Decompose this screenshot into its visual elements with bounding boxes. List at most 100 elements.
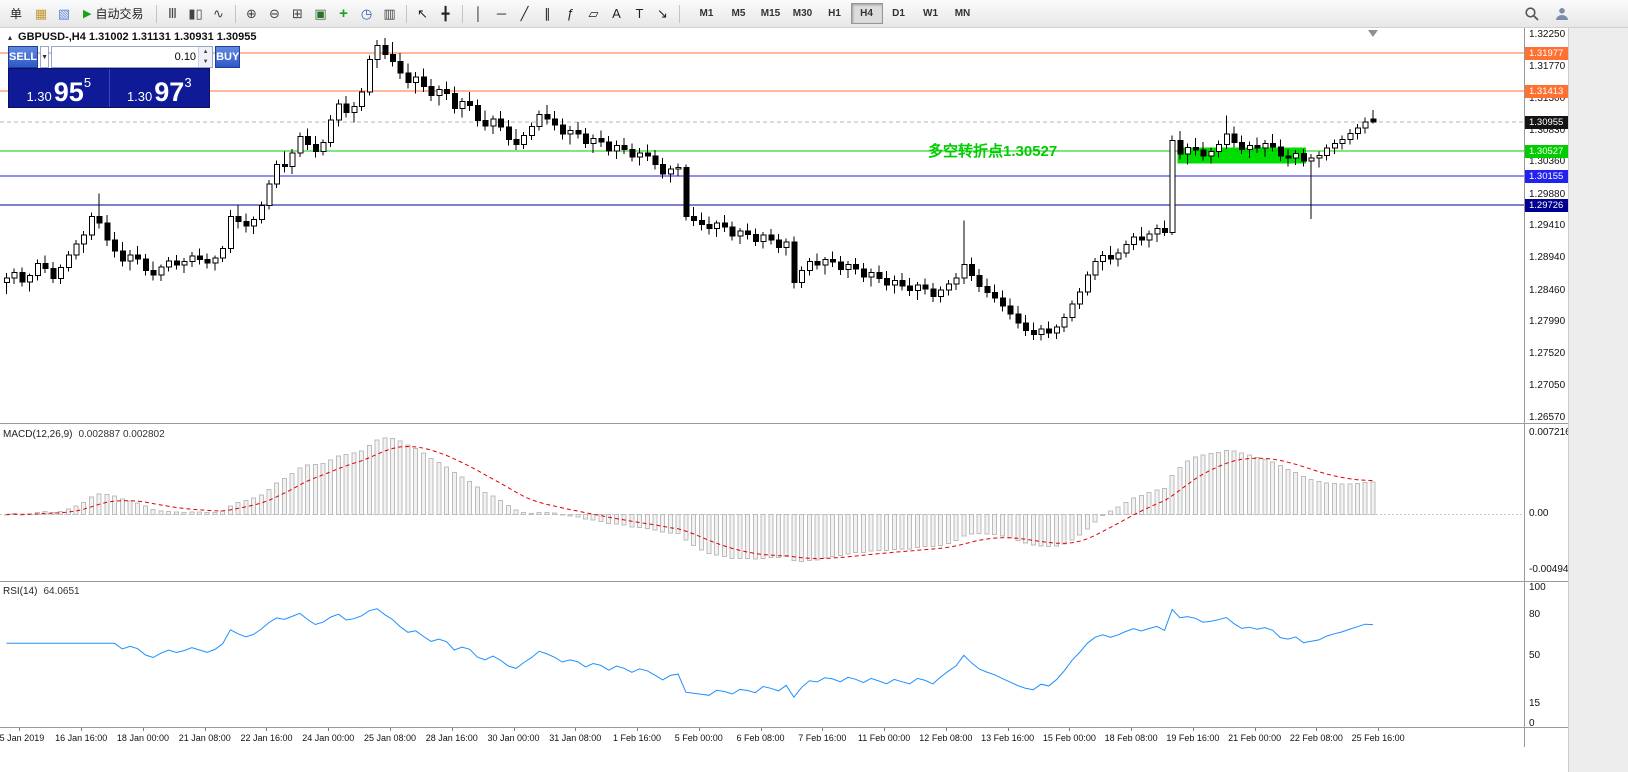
shapes-icon[interactable]: ▱ [588, 5, 599, 21]
sell-price[interactable]: 1.30 95 5 [9, 69, 110, 107]
timeframe-w1[interactable]: W1 [923, 8, 938, 19]
time-axis-tick [1192, 727, 1194, 731]
time-axis-label: 25 Feb 16:00 [1351, 733, 1405, 743]
charts-grid-icon[interactable]: ▦ [34, 5, 48, 21]
time-axis-label: 22 Feb 08:00 [1289, 733, 1343, 743]
timeframe-d1[interactable]: D1 [892, 8, 905, 19]
buy-price-pip: 3 [184, 75, 192, 90]
crosshair-icon[interactable]: ╋ [441, 5, 450, 21]
time-axis[interactable]: 15 Jan 2019 16 Jan 16:00 18 Jan 00:00 21 Ja… [0, 727, 1524, 747]
macd-axis-tick: 0.00 [1529, 508, 1549, 520]
rsi-axis-tick: 50 [1529, 650, 1541, 661]
fibonacci-icon[interactable]: ƒ [566, 6, 575, 21]
time-axis-tick [204, 727, 206, 731]
tile-windows-icon[interactable]: ⊞ [292, 5, 303, 21]
volume-spinner: ▲ ▼ [198, 47, 213, 67]
new-chart-icon[interactable]: ▣ [314, 5, 327, 21]
vertical-line-icon[interactable]: │ [474, 6, 483, 21]
time-axis-tick [451, 727, 453, 731]
sell-price-main: 95 [53, 76, 84, 107]
timeframe-m30[interactable]: M30 [792, 8, 813, 19]
pane-divider[interactable] [0, 581, 1568, 582]
price-axis-tick: 1.31300 [1529, 92, 1566, 104]
profiles-icon[interactable]: ▧ [57, 5, 71, 21]
timeframe-mn[interactable]: MN [954, 8, 971, 19]
macd-axis-tick: -0.004943 [1529, 564, 1575, 576]
timeframe-h4[interactable]: H4 [850, 3, 883, 24]
cursor-icon[interactable]: ↖ [417, 5, 428, 21]
time-axis-tick [142, 727, 144, 731]
time-axis-label: 31 Jan 08:00 [549, 733, 602, 743]
price-axis[interactable]: 1.32250 1.31770 1.31300 1.30830 1.30360 1.298… [1524, 28, 1574, 747]
templates-icon[interactable]: ▥ [383, 5, 396, 21]
rsi-axis-tick: 100 [1529, 582, 1546, 593]
time-axis-tick [1069, 727, 1071, 731]
price-axis-tick: 1.29410 [1529, 220, 1566, 232]
timeframe-m5[interactable]: M5 [731, 8, 746, 19]
text-icon[interactable]: A [612, 6, 621, 21]
time-axis-tick [698, 727, 700, 731]
price-axis-tick: 1.32250 [1529, 28, 1566, 40]
buy-price-prefix: 1.30 [126, 89, 153, 104]
community-icon[interactable] [1551, 3, 1573, 24]
price-axis-tick: 1.28940 [1529, 252, 1566, 264]
toolbar-right-group [1521, 3, 1573, 24]
arrows-icon[interactable]: ↘ [657, 5, 668, 21]
rsi-indicator-pane[interactable] [0, 582, 1524, 727]
volume-field: ▲ ▼ [51, 46, 214, 68]
equidistant-channel-icon[interactable]: ∥ [544, 5, 551, 21]
sell-button[interactable]: SELL [8, 46, 39, 68]
trendline-icon[interactable]: ╱ [520, 5, 529, 21]
time-axis-tick [575, 727, 577, 731]
time-axis-label: 15 Jan 2019 [0, 733, 45, 743]
volume-up-button[interactable]: ▲ [199, 47, 213, 57]
time-axis-tick [1316, 727, 1318, 731]
zoom-in-icon[interactable]: ⊕ [246, 5, 257, 21]
pane-divider[interactable] [0, 423, 1568, 424]
price-axis-tick: 1.27050 [1529, 379, 1566, 391]
volume-input[interactable] [52, 47, 199, 67]
time-axis-tick [19, 727, 21, 731]
rsi-axis-tick: 0 [1529, 718, 1535, 729]
text-label-icon[interactable]: T [635, 6, 644, 21]
time-axis-tick [945, 727, 947, 731]
buy-price-main: 97 [154, 76, 185, 107]
autotrading-button[interactable]: ▶ 自动交易 [83, 7, 144, 21]
one-click-panel-toggle[interactable]: ▴ [8, 32, 13, 42]
rsi-axis-tick: 15 [1529, 697, 1541, 709]
timeframe-h1[interactable]: H1 [828, 8, 841, 19]
price-line-badge: 1.30527 [1525, 144, 1569, 158]
buy-button[interactable]: BUY [215, 46, 241, 68]
bar-chart-icon[interactable]: Ⅲ [168, 5, 177, 21]
time-axis-label: 24 Jan 00:00 [302, 733, 355, 743]
new-order-button[interactable]: 单 [10, 7, 23, 21]
price-line-badge: 1.29726 [1525, 198, 1569, 212]
price-axis-tick: 1.26570 [1529, 412, 1566, 424]
time-axis-tick [822, 727, 824, 731]
sell-price-pip: 5 [83, 75, 92, 90]
candlestick-chart-icon[interactable]: ▮▯ [188, 5, 203, 21]
macd-indicator-pane[interactable] [0, 424, 1524, 581]
price-axis-tick: 1.31770 [1529, 61, 1566, 73]
timeframe-m15[interactable]: M15 [760, 8, 781, 19]
volume-dropdown[interactable]: ▼ [40, 46, 50, 68]
timeframe-m1[interactable]: M1 [699, 8, 714, 19]
time-axis-label: 28 Jan 16:00 [425, 733, 478, 743]
time-axis-tick [1007, 727, 1009, 731]
price-display: 1.30 95 5 1.30 97 3 [8, 68, 210, 108]
periods-icon[interactable]: ◷ [360, 5, 373, 21]
time-axis-label: 6 Feb 08:00 [736, 733, 785, 743]
line-chart-icon[interactable]: ∿ [213, 5, 224, 21]
horizontal-line-icon[interactable]: ─ [496, 6, 507, 21]
buy-price[interactable]: 1.30 97 3 [110, 69, 210, 107]
search-icon[interactable] [1521, 3, 1543, 24]
one-click-trade-panel: SELL ▼ ▲ ▼ BUY 1.30 95 5 1.30 97 3 [8, 46, 241, 108]
indicators-add-icon[interactable]: + [339, 5, 348, 22]
zoom-out-icon[interactable]: ⊖ [269, 5, 280, 21]
svg-text:多空转折点1.30527: 多空转折点1.30527 [928, 142, 1057, 160]
volume-down-button[interactable]: ▼ [199, 57, 213, 67]
time-axis-label: 21 Jan 08:00 [178, 733, 231, 743]
time-axis-tick [266, 727, 268, 731]
price-chart[interactable]: 多空转折点1.30527 [0, 28, 1524, 423]
price-line-badge: 1.31413 [1525, 84, 1569, 98]
